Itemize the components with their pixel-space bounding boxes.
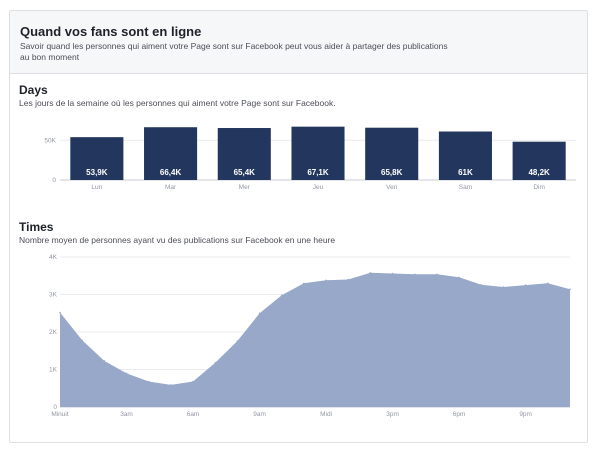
times-data-point (170, 384, 172, 386)
times-area-chart: 0 1K 2K 3K 4K Minuit 3am 6am 9am Midi 3pm 6pm 9pm (49, 254, 571, 418)
days-bar (144, 127, 198, 180)
days-bar-value-label: 65,8K (381, 168, 403, 177)
card-title: Quand vos fans sont en ligne (20, 24, 202, 39)
times-ytick-label: 4K (49, 254, 58, 261)
card-header: Quand vos fans sont en ligne Savoir quan… (10, 11, 587, 74)
times-data-point (480, 284, 483, 286)
days-ytick-label: 0 (52, 177, 56, 184)
times-data-point (569, 288, 571, 291)
times-data-point (125, 372, 128, 375)
days-xtick-label: Sam (459, 184, 472, 191)
times-data-point (369, 272, 372, 274)
times-data-point (391, 272, 394, 275)
times-ytick-label: 0 (53, 404, 57, 411)
times-section-title: Times (19, 220, 54, 234)
times-data-point (147, 380, 150, 383)
times-data-point (436, 273, 438, 276)
times-data-point (502, 286, 505, 288)
days-xtick-label: Dim (533, 184, 545, 191)
times-xtick-label: 6pm (453, 411, 466, 418)
times-data-point (103, 360, 106, 362)
times-area-series (60, 272, 570, 407)
times-xtick-label: 3am (120, 411, 133, 418)
times-data-point (414, 273, 416, 276)
days-bar-value-label: 61K (458, 168, 473, 177)
times-data-point (347, 278, 350, 281)
days-bar (438, 131, 492, 180)
fans-online-card: Quand vos fans sont en ligne Savoir quan… (9, 10, 588, 443)
times-data-point (325, 279, 327, 282)
times-xtick-label: 9pm (519, 411, 532, 418)
days-bar (512, 141, 566, 180)
days-xtick-label: Ven (386, 184, 398, 191)
days-bar (217, 128, 271, 180)
times-data-point (458, 276, 460, 279)
days-bar (70, 137, 124, 180)
times-ytick-label: 2K (49, 329, 58, 336)
times-data-point (547, 282, 549, 285)
times-ytick-label: 3K (49, 292, 58, 299)
days-xtick-label: Mer (239, 184, 251, 191)
times-section-description: Nombre moyen de personnes ayant vu des p… (19, 235, 336, 245)
days-bar-chart: 0 50K 53,9K Lun 66,4K Mar 65,4K Mer 67,1K Jeu 65,8… (44, 126, 576, 191)
times-data-point (236, 340, 239, 342)
days-bar-value-label: 53,9K (86, 168, 108, 177)
times-data-point (524, 284, 527, 286)
times-data-point (258, 312, 261, 315)
days-bar (291, 126, 345, 180)
days-bar-value-label: 67,1K (307, 168, 329, 177)
times-data-point (192, 380, 194, 383)
times-xtick-label: Minuit (51, 411, 69, 418)
times-xtick-label: 3pm (386, 411, 399, 418)
days-section-description: Les jours de la semaine où les personnes… (19, 98, 336, 108)
days-xtick-label: Lun (91, 184, 102, 191)
times-xtick-label: 6am (187, 411, 200, 418)
times-data-point (214, 362, 216, 364)
times-data-point (59, 311, 61, 314)
times-data-point (303, 282, 305, 285)
days-bar-value-label: 48,2K (528, 168, 550, 177)
days-bar-value-label: 66,4K (160, 168, 182, 177)
days-bar (365, 127, 419, 180)
days-ytick-label: 50K (44, 137, 56, 144)
times-ytick-label: 1K (49, 367, 58, 374)
times-xtick-label: 9am (253, 411, 266, 418)
times-xtick-label: Midi (320, 411, 332, 418)
card-subtitle: Savoir quand les personnes qui aiment vo… (20, 41, 448, 62)
times-data-point (81, 339, 83, 342)
days-bar-value-label: 65,4K (234, 168, 256, 177)
days-xtick-label: Mar (165, 184, 177, 191)
days-section-title: Days (19, 83, 48, 97)
times-data-point (280, 294, 283, 297)
days-xtick-label: Jeu (313, 184, 324, 191)
